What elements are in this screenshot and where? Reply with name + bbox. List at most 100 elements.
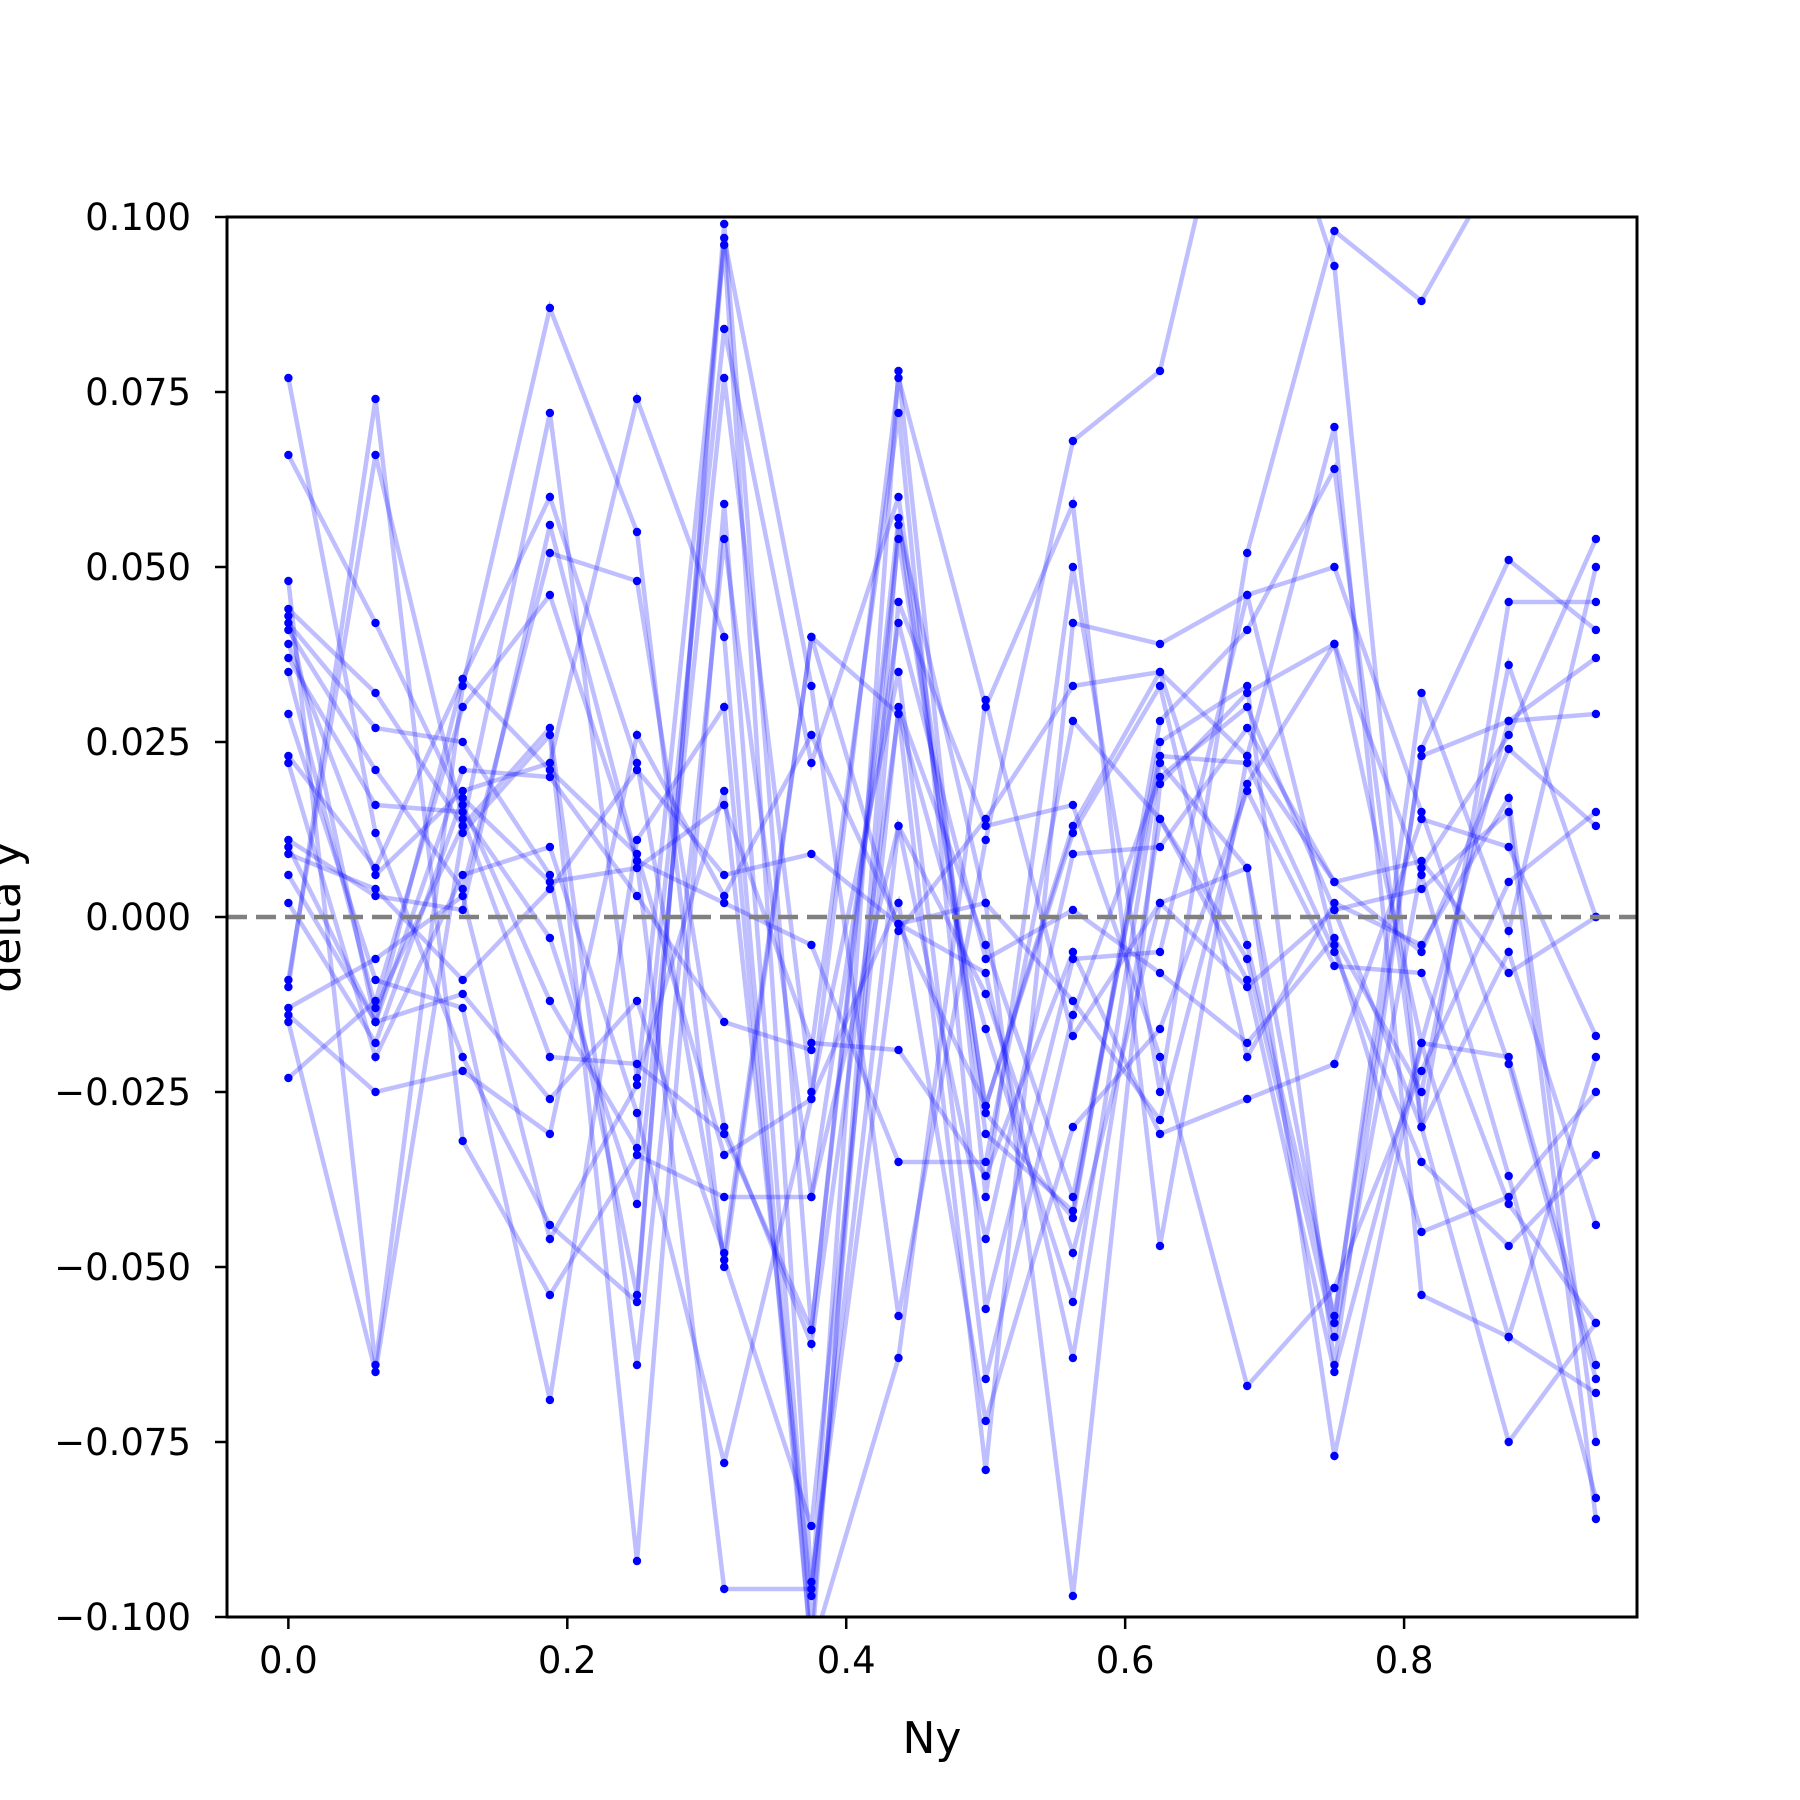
data-point [371, 870, 380, 880]
data-point [1504, 807, 1513, 817]
data-point [981, 1234, 990, 1244]
x-tick-label: 0.0 [259, 1639, 318, 1682]
data-point [371, 1367, 380, 1377]
data-point [545, 884, 555, 894]
series-line [286, 398, 1599, 1300]
data-point [632, 996, 642, 1006]
x-axis-label: Ny [903, 1713, 962, 1764]
data-point [1330, 933, 1339, 943]
data-point [1330, 1059, 1339, 1069]
series-22 [284, 728, 1601, 1377]
data-point [371, 891, 380, 901]
y-tick-label: −0.025 [54, 1071, 191, 1114]
data-point [545, 870, 555, 880]
data-point [371, 1360, 380, 1370]
data-point [894, 597, 903, 607]
data-point [807, 1577, 816, 1587]
data-point [1591, 1374, 1601, 1384]
y-tick-label: 0.025 [85, 721, 191, 764]
data-point [545, 520, 555, 530]
data-point [1504, 716, 1513, 726]
data-point [1504, 597, 1513, 607]
data-point [1068, 1297, 1078, 1307]
x-tick-label: 0.6 [1096, 1639, 1155, 1682]
data-point [1243, 940, 1252, 950]
data-point [1417, 968, 1426, 978]
data-point [1330, 1360, 1339, 1370]
data-point [1591, 1318, 1601, 1328]
data-point [632, 758, 642, 768]
data-point [1504, 968, 1513, 978]
data-point [545, 877, 555, 887]
data-point [1417, 744, 1426, 754]
data-point [545, 303, 555, 313]
x-tick-label: 0.2 [538, 1639, 597, 1682]
data-point [545, 590, 555, 600]
data-point [720, 1129, 729, 1139]
data-point [371, 828, 380, 838]
data-point [1504, 947, 1513, 957]
data-point [371, 394, 380, 404]
data-point [545, 723, 555, 733]
data-point [720, 1122, 729, 1132]
data-point [632, 891, 642, 901]
data-point [284, 576, 293, 586]
data-point [1417, 751, 1426, 761]
data-point [720, 1150, 729, 1160]
data-point [720, 534, 729, 544]
data-point [458, 884, 467, 894]
data-point [894, 373, 903, 383]
data-point [894, 702, 903, 712]
data-point [1068, 828, 1078, 838]
data-point [807, 1339, 816, 1349]
data-point [632, 1556, 642, 1566]
data-point [1243, 1094, 1252, 1104]
data-point [1068, 1206, 1078, 1216]
data-point [720, 1458, 729, 1468]
data-point [1155, 681, 1165, 691]
data-point [1243, 982, 1252, 992]
data-point [632, 394, 642, 404]
data-point [981, 821, 990, 831]
data-point [807, 1521, 816, 1531]
data-point [807, 681, 816, 691]
data-point [1068, 800, 1078, 810]
data-point [371, 450, 380, 460]
data-point [807, 1038, 816, 1048]
series-12 [284, 490, 1601, 1531]
data-point [284, 450, 293, 460]
data-point [1155, 947, 1165, 957]
series-24 [284, 590, 1601, 1594]
data-point [1068, 716, 1078, 726]
data-point [720, 1262, 729, 1272]
data-point [1330, 562, 1339, 572]
data-point [284, 898, 293, 908]
data-point [894, 709, 903, 719]
data-point [1417, 807, 1426, 817]
data-point [1243, 590, 1252, 600]
data-point [458, 989, 467, 999]
data-point [1330, 877, 1339, 887]
data-point [720, 233, 729, 243]
data-point [807, 1045, 816, 1055]
data-point [1504, 1052, 1513, 1062]
data-point [371, 863, 380, 873]
data-point [807, 1584, 816, 1594]
data-point [981, 1416, 990, 1426]
x-tick-label: 0.8 [1375, 1639, 1434, 1682]
data-point [458, 1136, 467, 1146]
data-point [894, 513, 903, 523]
data-point [720, 702, 729, 712]
data-point [458, 674, 467, 684]
data-point [1243, 723, 1252, 733]
data-point [1243, 1038, 1252, 1048]
data-point [458, 821, 467, 831]
data-point [981, 898, 990, 908]
data-point [458, 870, 467, 880]
data-point [545, 1395, 555, 1405]
data-point [284, 373, 293, 383]
data-point [632, 1360, 642, 1370]
data-point [1417, 947, 1426, 957]
data-point [981, 1101, 990, 1111]
data-point [545, 772, 555, 782]
